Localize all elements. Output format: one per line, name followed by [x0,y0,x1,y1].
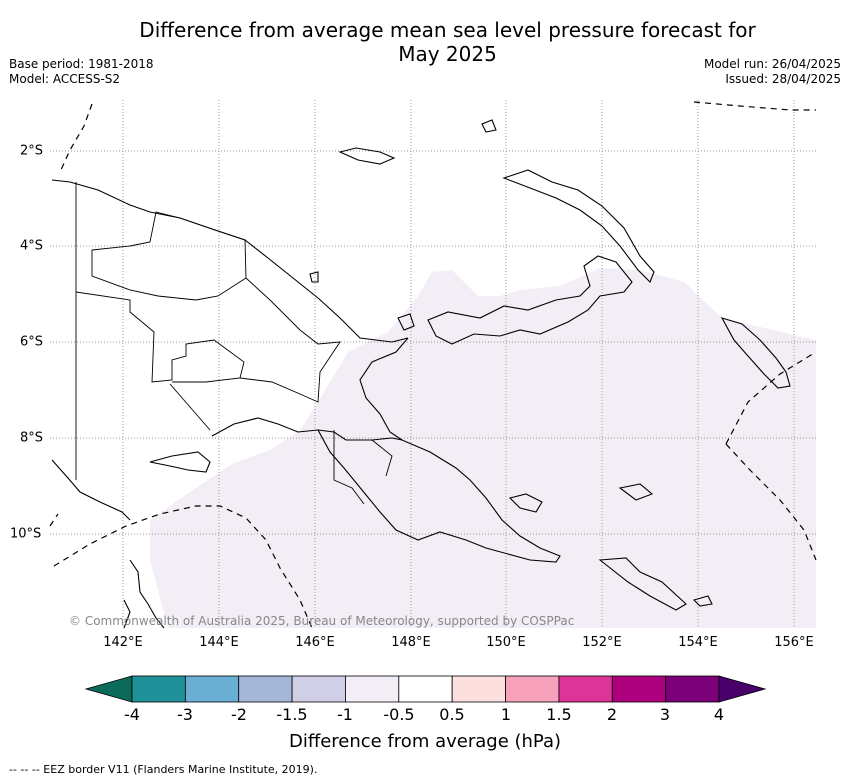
colorbar-segment [451,675,506,703]
colorbar-title: Difference from average (hPa) [288,731,562,752]
colorbar-tick-label: 1.5 [546,705,572,724]
lon-label-150e: 150°E [486,635,526,650]
issued-date: Issued: 28/04/2025 [725,72,841,86]
title-line-2: May 2025 [398,42,497,66]
colorbar-extend-high [718,675,767,703]
chart-title: Difference from average mean sea level p… [0,18,850,66]
colorbar-segment [611,675,667,703]
model-name: Model: ACCESS-S2 [9,72,121,86]
colorbar-tick-label: -1.5 [276,705,308,724]
title-line-1: Difference from average mean sea level p… [139,18,756,42]
lon-label-142e: 142°E [103,635,143,650]
eez-borders [49,101,817,629]
colorbar-segment [238,675,293,703]
colorbar-segment [505,675,560,703]
colorbar-segment [291,675,346,703]
lon-label-154e: 154°E [678,635,718,650]
colorbar-segment [558,675,613,703]
colorbar-extend-low [84,675,133,703]
lon-label-156e: 156°E [774,635,814,650]
colorbar-tick-label: 0.5 [439,705,465,724]
coastlines [51,119,791,629]
copyright-note: © Commonwealth of Australia 2025, Bureau… [69,614,575,628]
colorbar-segment [184,675,240,703]
lon-label-152e: 152°E [582,635,622,650]
base-period: Base period: 1981-2018 [9,57,154,71]
colorbar-tick-label: -3 [177,705,193,724]
colorbar-tick-label: -0.5 [383,705,415,724]
lat-label-8s: 8°S [20,430,44,446]
colorbar-tick-label: 1 [500,705,512,724]
lat-label-10s: 10°S [10,526,42,542]
lat-label-2s: 2°S [20,143,44,159]
colorbar-segment [131,675,186,703]
colorbar-tick-label: 2 [606,705,618,724]
lon-label-148e: 148°E [391,635,431,650]
graticule [50,100,816,628]
meta-right: Model run: 26/04/2025 Issued: 28/04/2025 [704,57,841,87]
colorbar-tick-label: 3 [659,705,671,724]
colorbar-segment [345,675,400,703]
colorbar-segment [398,675,453,703]
admin-borders [75,182,393,505]
colorbar-tick-label: -4 [124,705,140,724]
lat-label-4s: 4°S [20,238,44,254]
colorbar-segment [665,675,720,703]
colorbar [84,675,767,703]
meta-left: Base period: 1981-2018 Model: ACCESS-S2 [9,57,154,87]
eez-footnote: -- -- -- EEZ border V11 (Flanders Marine… [9,763,318,776]
lon-label-146e: 146°E [295,635,335,650]
colorbar-tick-label: -1 [337,705,353,724]
lon-label-144e: 144°E [199,635,239,650]
colorbar-tick-label: 4 [713,705,725,724]
colorbar-tick-label: -2 [231,705,247,724]
model-run: Model run: 26/04/2025 [703,57,841,71]
lat-label-6s: 6°S [20,334,44,350]
anomaly-shading [150,268,816,628]
